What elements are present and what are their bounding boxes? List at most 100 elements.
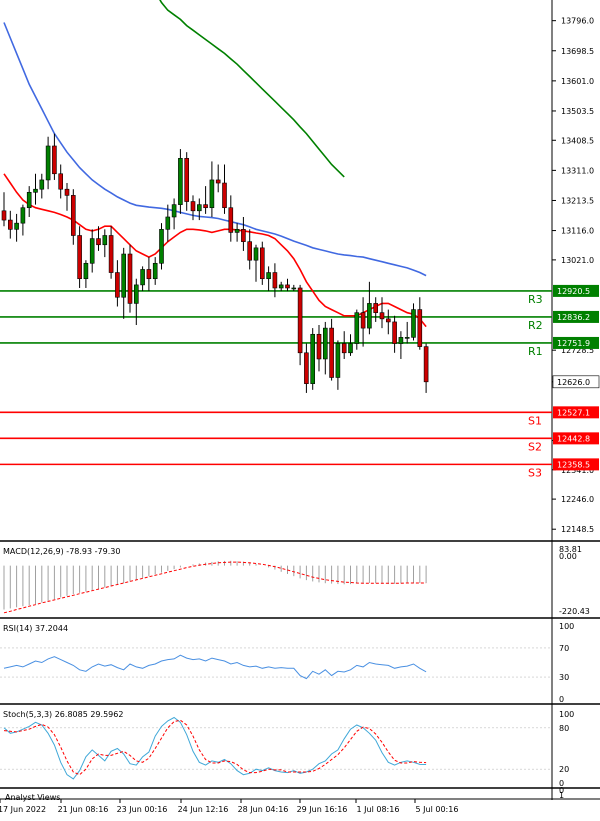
candle-body <box>285 284 290 289</box>
stoch-level-label: 0 <box>559 779 564 788</box>
time-tick-label: 21 Jun 08:16 <box>58 805 109 814</box>
candle <box>203 186 208 214</box>
candle <box>146 257 152 292</box>
price-tick-label: 13601.0 <box>561 77 594 86</box>
level-name-r1: R1 <box>528 345 543 358</box>
candle <box>360 297 366 347</box>
candle-body <box>291 287 297 290</box>
candle <box>71 189 76 245</box>
current-price-tag-bg <box>552 375 600 389</box>
candle <box>385 309 391 335</box>
time-tick-label: 29 Jun 16:16 <box>297 805 348 814</box>
candle <box>96 226 101 251</box>
rsi-level-label: 100 <box>559 622 574 631</box>
price-panel: 13796.0 13698.5 13601.0 13503.5 13408.5 13311… <box>0 0 600 534</box>
time-tick-label: 28 Jun 04:16 <box>238 805 289 814</box>
candle <box>140 266 145 292</box>
stoch-level-label: 80 <box>559 724 569 733</box>
moving-average-line <box>159 0 345 178</box>
candle-body <box>228 207 234 233</box>
price-tick-label: 13213.5 <box>561 196 594 205</box>
candle-body <box>8 219 13 230</box>
rsi-line <box>3 654 427 680</box>
candle <box>253 244 259 282</box>
candle-body <box>392 321 397 344</box>
rsi-level-label: 30 <box>559 673 569 682</box>
candle-body <box>222 182 227 209</box>
footer-one-label: 1 <box>559 791 564 800</box>
candle-body <box>58 173 64 190</box>
candle-body <box>360 312 366 329</box>
candle <box>417 297 423 350</box>
candle-body <box>247 241 252 261</box>
candle <box>367 281 372 335</box>
candle-body <box>329 327 334 378</box>
candle <box>152 257 158 285</box>
candle <box>222 164 227 214</box>
candle <box>404 321 410 344</box>
candle <box>1 192 7 227</box>
candle <box>247 229 252 270</box>
candle-body <box>89 238 95 264</box>
candle-body <box>234 229 240 233</box>
macd-bottom-label: -220.43 <box>559 607 590 616</box>
stoch-d-line <box>3 719 427 776</box>
time-tick-label: 24 Jun 12:16 <box>178 805 229 814</box>
candle-body <box>197 204 202 212</box>
candle <box>316 325 322 372</box>
macd-title: MACD(12,26,9) -78.93 -79.30 <box>3 547 120 556</box>
candle-body <box>266 272 271 280</box>
price-tick-label: 13698.5 <box>561 47 594 56</box>
candle <box>8 210 13 239</box>
candle <box>26 186 32 217</box>
footer-zero-label: 0 <box>559 786 564 795</box>
candle-body <box>241 229 246 242</box>
level-tag-bg <box>553 310 599 323</box>
level-tag-bg <box>553 458 599 471</box>
candle <box>335 340 341 390</box>
price-tick-label: 13021.0 <box>561 256 594 265</box>
price-tick-label: 13116.0 <box>561 227 594 236</box>
candle-body <box>304 352 309 384</box>
candle-body <box>373 303 379 313</box>
level-name-s2: S2 <box>528 440 542 453</box>
candle <box>159 223 164 270</box>
candle-body <box>322 327 328 360</box>
candle-body <box>171 204 177 218</box>
candle <box>241 216 246 251</box>
level-tag-r3: 12920.5 <box>557 287 590 296</box>
candle-body <box>411 309 416 338</box>
price-tick-label: 13796.0 <box>561 17 594 26</box>
candle <box>272 263 278 298</box>
candle <box>228 195 234 242</box>
candle-body <box>354 312 360 344</box>
level-tag-s2: 12442.8 <box>557 434 590 443</box>
stoch-level-label: 100 <box>559 710 574 719</box>
candle-body <box>159 229 164 264</box>
candle-body <box>259 247 265 280</box>
level-name-r3: R3 <box>528 293 543 306</box>
candle-body <box>417 309 423 347</box>
candle <box>89 229 95 273</box>
level-tag-s3: 12358.5 <box>557 460 590 469</box>
level-tag-r1: 12751.9 <box>557 339 590 348</box>
candle-body <box>385 318 391 323</box>
candle-body <box>14 222 19 230</box>
candle <box>20 204 26 236</box>
candle <box>278 281 284 292</box>
candle <box>329 318 334 381</box>
level-name-r2: R2 <box>528 319 543 332</box>
candle-body <box>272 272 278 289</box>
level-tag-bg <box>553 336 599 349</box>
candle <box>411 303 416 341</box>
candle <box>45 136 51 190</box>
candle <box>108 226 114 279</box>
stoch-level-label: 20 <box>559 765 569 774</box>
candle-body <box>146 269 152 280</box>
candle-body <box>190 201 196 212</box>
moving-average-line <box>3 22 427 277</box>
analyst-views-label: Analyst Views <box>5 793 60 802</box>
level-tag-s1: 12527.1 <box>557 408 590 417</box>
candle-body <box>108 235 114 273</box>
